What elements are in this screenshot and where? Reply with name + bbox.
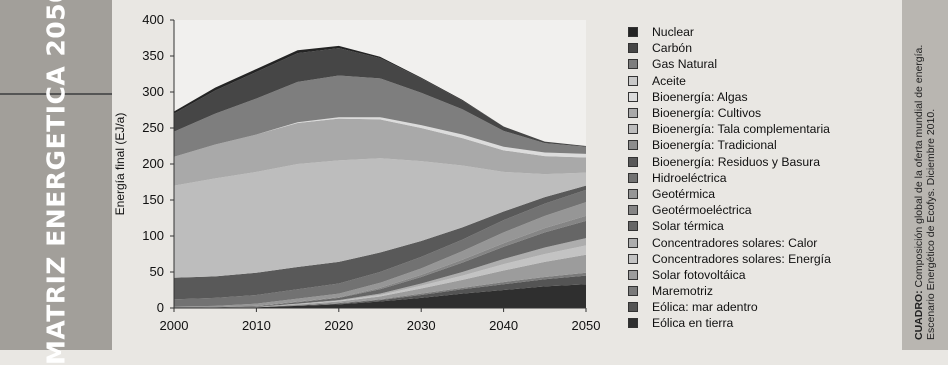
legend-item: Concentradores solares: Energía [628, 251, 898, 267]
area-series-8 [174, 202, 586, 308]
legend-label: Solar térmica [652, 219, 724, 234]
legend-label: Solar fotovoltáica [652, 267, 746, 282]
legend-label: Bioenergía: Tala complementaria [652, 122, 830, 137]
legend-label: Bioenergía: Residuos y Basura [652, 154, 821, 169]
y-tick-label: 300 [142, 84, 164, 99]
legend-label: Eólica: mar adentro [652, 300, 758, 315]
legend-item: Bioenergía: Residuos y Basura [628, 154, 898, 170]
chart-legend: Nuclear Carbón Gas Natural Aceite Bioenergía… [628, 24, 898, 332]
legend-label: Carbón [652, 41, 692, 56]
legend-swatch [628, 318, 638, 329]
area-series-12 [174, 158, 586, 278]
legend-swatch [628, 124, 638, 135]
legend-swatch [628, 237, 638, 248]
legend-item: Aceite [628, 73, 898, 89]
legend-label: Bioenergía: Algas [652, 89, 748, 104]
legend-item: Bioenergía: Algas [628, 89, 898, 105]
legend-swatch [628, 269, 638, 280]
x-tick-label: 2030 [407, 318, 436, 333]
legend-swatch [628, 43, 638, 54]
y-tick-label: 150 [142, 192, 164, 207]
legend-swatch [628, 188, 638, 199]
area-series-16 [174, 75, 586, 157]
area-series-4 [174, 245, 586, 308]
legend-item: Bioenergía: Cultivos [628, 105, 898, 121]
y-tick-label: 50 [150, 264, 164, 279]
area-series-3 [174, 254, 586, 308]
legend-item: Gas Natural [628, 56, 898, 72]
caption-prefix: CUADRO: [913, 290, 925, 340]
y-tick-label: 350 [142, 48, 164, 63]
y-tick-label: 0 [157, 300, 164, 315]
legend-swatch [628, 108, 638, 119]
legend-item: Geotérmoeléctrica [628, 202, 898, 218]
legend-label: Bioenergía: Cultivos [652, 106, 762, 121]
y-tick-label: 400 [142, 12, 164, 27]
area-series-5 [174, 238, 586, 308]
legend-label: Geotérmoeléctrica [652, 203, 752, 218]
x-tick-label: 2020 [324, 318, 353, 333]
y-tick-label: 250 [142, 120, 164, 135]
legend-swatch [628, 156, 638, 167]
legend-item: Solar fotovoltáica [628, 267, 898, 283]
area-series-0 [174, 284, 586, 308]
legend-item: Solar térmica [628, 218, 898, 234]
area-series-10 [174, 185, 586, 300]
legend-swatch [628, 172, 638, 183]
legend-item: Maremotriz [628, 283, 898, 299]
legend-swatch [628, 91, 638, 102]
y-axis-label: Energía final (EJ/a) [113, 113, 127, 216]
stacked-area-chart: 0 50 100 150 200 250 300 350 400 2000 2010 2020 2030… [113, 12, 601, 333]
legend-swatch [628, 286, 638, 297]
legend-swatch [628, 27, 638, 38]
area-series-13 [174, 118, 586, 186]
legend-label: Eólica en tierra [652, 316, 734, 331]
side-title-band [0, 0, 112, 350]
legend-swatch [628, 75, 638, 86]
x-tick-label: 2040 [489, 318, 518, 333]
area-series-1 [174, 275, 586, 308]
area-series-14 [174, 117, 586, 158]
legend-swatch [628, 59, 638, 70]
legend-swatch [628, 253, 638, 264]
legend-label: Geotérmica [652, 186, 715, 201]
legend-item: Bioenergía: Tala complementaria [628, 121, 898, 137]
legend-label: Nuclear [652, 25, 694, 40]
area-series-6 [174, 220, 586, 308]
chart-caption: CUADRO: Composición global de la oferta … [913, 10, 937, 340]
legend-item: Hidroeléctrica [628, 170, 898, 186]
legend-label: Maremotriz [652, 284, 713, 299]
x-tick-label: 2000 [160, 318, 189, 333]
legend-item: Eólica en tierra [628, 315, 898, 331]
area-series-17 [174, 48, 586, 147]
legend-item: Geotérmica [628, 186, 898, 202]
x-tick-label: 2050 [572, 318, 601, 333]
legend-swatch [628, 140, 638, 151]
legend-item: Concentradores solares: Calor [628, 234, 898, 250]
legend-label: Bioenergía: Tradicional [652, 138, 777, 153]
y-tick-label: 100 [142, 228, 164, 243]
x-tick-label: 2010 [242, 318, 271, 333]
legend-label: Aceite [652, 73, 686, 88]
legend-swatch [628, 221, 638, 232]
legend-item: Bioenergía: Tradicional [628, 137, 898, 153]
legend-item: Nuclear [628, 24, 898, 40]
side-title-rule [0, 93, 112, 95]
legend-label: Concentradores solares: Calor [652, 235, 818, 250]
legend-label: Hidroeléctrica [652, 170, 727, 185]
legend-item: Carbón [628, 40, 898, 56]
legend-swatch [628, 302, 638, 313]
side-title: MATRIZ ENERGETICA 2050 [41, 0, 71, 365]
legend-label: Concentradores solares: Energía [652, 251, 831, 266]
legend-item: Eólica: mar adentro [628, 299, 898, 315]
y-tick-label: 200 [142, 156, 164, 171]
legend-label: Gas Natural [652, 57, 718, 72]
caption-band [902, 0, 948, 350]
legend-swatch [628, 205, 638, 216]
